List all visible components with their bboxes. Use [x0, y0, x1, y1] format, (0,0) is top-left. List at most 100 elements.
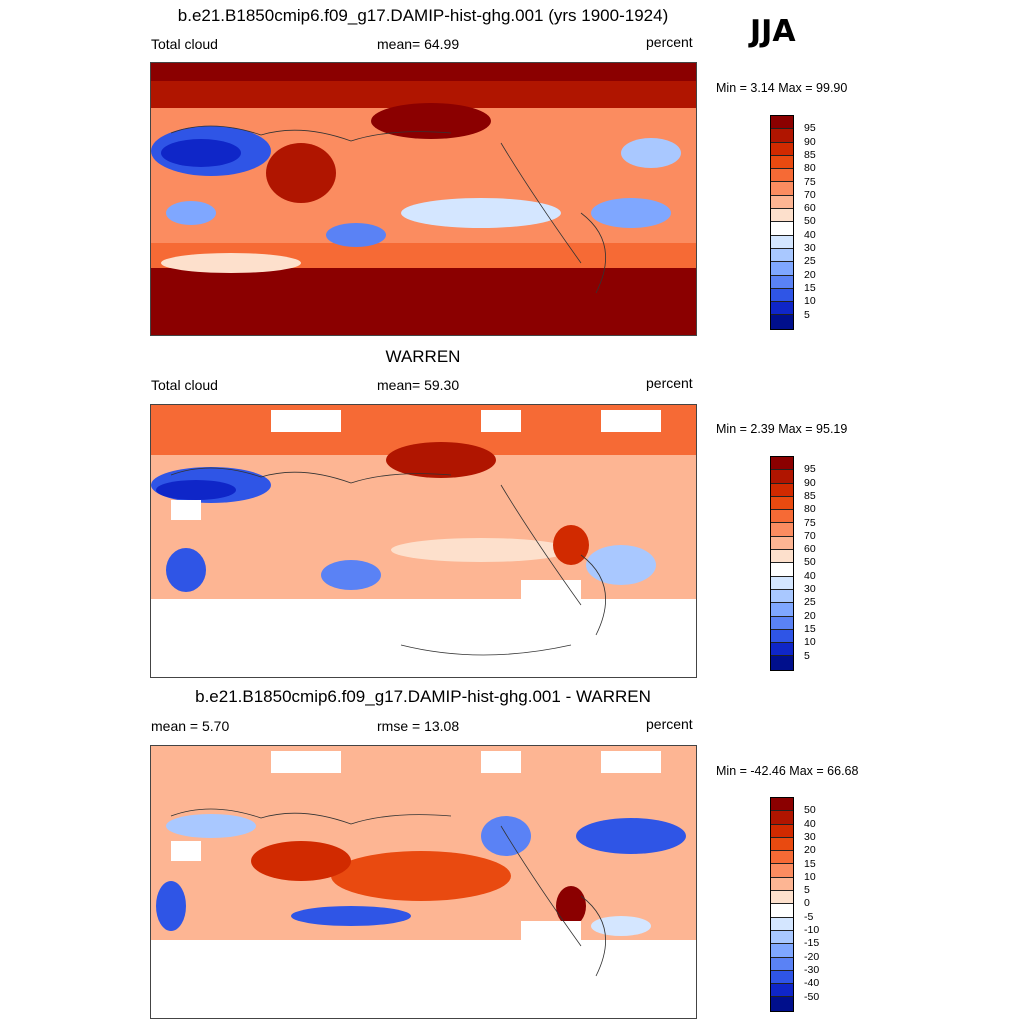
colorbar-label: 25 — [804, 596, 816, 609]
colorbar-label: 5 — [804, 884, 810, 897]
colorbar-swatch — [771, 523, 793, 537]
mean-label: mean= 64.99 — [377, 36, 460, 52]
colorbar-swatch — [771, 275, 793, 289]
colorbar-swatch — [771, 984, 793, 998]
colorbar-swatch — [771, 864, 793, 878]
colorbar-swatch — [771, 798, 793, 812]
variable-label: Total cloud — [151, 36, 218, 52]
colorbar-swatch — [771, 116, 793, 130]
units-label: percent — [646, 716, 693, 732]
minmax-label: Min = 2.39 Max = 95.19 — [716, 422, 848, 436]
mean-label: mean = 5.70 — [151, 718, 230, 734]
colorbar-swatch — [771, 917, 793, 931]
colorbar-swatch — [771, 603, 793, 617]
colorbar-swatch — [771, 288, 793, 303]
colorbar-swatch — [771, 155, 793, 170]
colorbar-swatch — [771, 510, 793, 524]
colorbar-swatch — [771, 957, 793, 971]
colorbar-label: -30 — [804, 963, 820, 976]
colorbar-swatch — [771, 248, 793, 263]
colorbar-swatch — [771, 483, 793, 497]
colorbar-label: 95 — [804, 463, 816, 476]
panel-title: WARREN — [385, 347, 461, 366]
colorbar-label: -15 — [804, 937, 820, 950]
colorbar-label: 90 — [804, 476, 816, 489]
panel-title: b.e21.B1850cmip6.f09_g17.DAMIP-hist-ghg.… — [195, 687, 651, 706]
colorbar-swatch — [771, 496, 793, 511]
colorbar-swatch — [771, 891, 793, 905]
colorbar-swatch — [771, 944, 793, 958]
colorbar-label: 60 — [804, 202, 816, 215]
colorbar-swatch — [771, 457, 793, 471]
colorbar-label: 40 — [804, 569, 816, 582]
units-label: percent — [646, 375, 693, 391]
colorbar-label: 15 — [804, 857, 816, 870]
colorbar-swatch — [771, 851, 793, 865]
colorbar-swatch — [771, 616, 793, 630]
minmax-label: Min = 3.14 Max = 99.90 — [716, 81, 848, 95]
colorbar-swatch — [771, 563, 793, 577]
cloud-map — [150, 404, 697, 678]
colorbar-swatch — [771, 315, 793, 329]
colorbar-label: 10 — [804, 636, 816, 649]
colorbar-label: 5 — [804, 308, 810, 321]
colorbar-swatch — [771, 182, 793, 196]
colorbar-label: 40 — [804, 817, 816, 830]
colorbar-swatch — [771, 811, 793, 825]
difference-map — [150, 745, 697, 1019]
colorbar-label: 50 — [804, 556, 816, 569]
colorbar-label: 15 — [804, 281, 816, 294]
colorbar-label: -50 — [804, 990, 820, 1003]
colorbar-swatches — [770, 115, 794, 330]
colorbar-label: -20 — [804, 950, 820, 963]
minmax-label: Min = -42.46 Max = 66.68 — [716, 764, 859, 778]
colorbar-label: 30 — [804, 583, 816, 595]
colorbar-swatch — [771, 837, 793, 852]
colorbar-label: -5 — [804, 910, 814, 923]
colorbar-label: 85 — [804, 489, 816, 502]
colorbar-label: 0 — [804, 897, 810, 910]
colorbar-label: -10 — [804, 924, 820, 936]
mean-label: mean= 59.30 — [377, 377, 460, 393]
colorbar-swatch — [771, 195, 793, 210]
colorbar-swatch — [771, 656, 793, 670]
colorbar-swatch — [771, 169, 793, 183]
variable-label: Total cloud — [151, 377, 218, 393]
colorbar-swatches — [770, 456, 794, 671]
colorbar-label: 25 — [804, 255, 816, 268]
colorbar-label: 20 — [804, 268, 816, 281]
colorbar-label: 95 — [804, 122, 816, 135]
colorbar-swatch — [771, 262, 793, 276]
colorbar-label: 5 — [804, 649, 810, 662]
colorbar-swatch — [771, 302, 793, 316]
colorbar-swatch — [771, 550, 793, 564]
colorbar-label: 10 — [804, 870, 816, 883]
colorbar-swatch — [771, 235, 793, 249]
colorbar-swatch — [771, 904, 793, 918]
colorbar-swatch — [771, 589, 793, 604]
colorbar-label: 90 — [804, 135, 816, 148]
colorbar-swatch — [771, 824, 793, 838]
colorbar-swatches — [770, 797, 794, 1012]
colorbar-swatch — [771, 129, 793, 143]
colorbar-label: 20 — [804, 609, 816, 622]
colorbar-swatch — [771, 997, 793, 1011]
colorbar-label: 80 — [804, 503, 816, 516]
colorbar-label: 50 — [804, 215, 816, 228]
colorbar-label: 70 — [804, 188, 816, 201]
cloud-map — [150, 62, 697, 336]
colorbar-label: 60 — [804, 543, 816, 556]
colorbar-swatch — [771, 576, 793, 590]
colorbar-swatch — [771, 629, 793, 644]
colorbar-label: -40 — [804, 977, 820, 990]
colorbar-label: 15 — [804, 622, 816, 635]
colorbar-label: 40 — [804, 228, 816, 241]
colorbar-swatch — [771, 142, 793, 156]
colorbar-label: 75 — [804, 516, 816, 529]
colorbar-label: 80 — [804, 162, 816, 175]
colorbar-label: 75 — [804, 175, 816, 188]
units-label: percent — [646, 34, 693, 50]
colorbar-swatch — [771, 222, 793, 236]
colorbar-swatch — [771, 643, 793, 657]
rmse-label: rmse = 13.08 — [377, 718, 460, 734]
